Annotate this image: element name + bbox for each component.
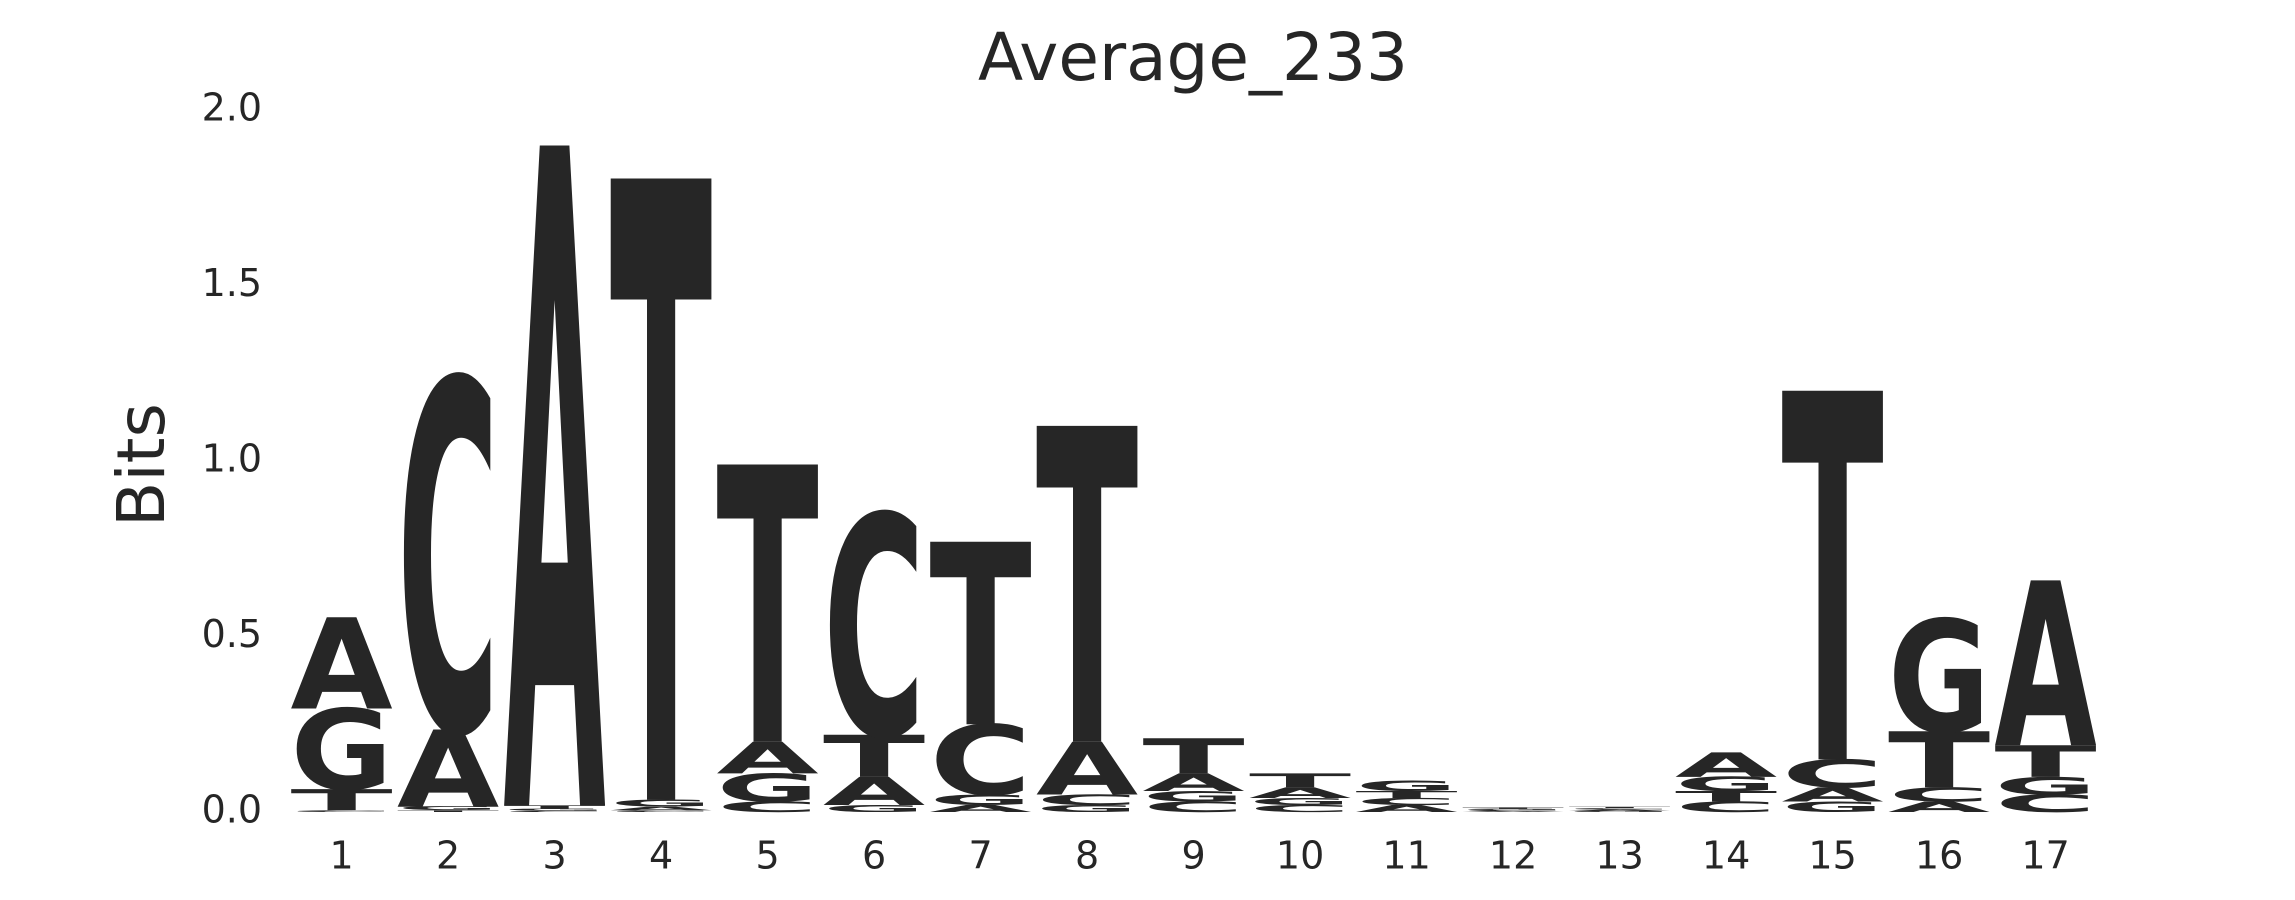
logo-letter: A [823,769,925,814]
logo-letter: C [929,706,1031,818]
y-tick-label: 0.5 [202,612,262,656]
logo-letter: C [823,453,925,806]
logo-letter: G [1888,589,1990,768]
logo-letter: C [1568,808,1670,810]
logo-letter: A [1675,746,1778,785]
logo-letter: A [503,0,606,900]
x-tick-label: 11 [1382,834,1430,878]
logo-letter: A [1036,728,1138,812]
x-tick-label: 4 [649,834,673,878]
logo-letter: A [1888,799,1991,816]
logo-letter: T [1142,729,1244,785]
logo-letter: G [1142,788,1244,805]
x-tick-label: 17 [2021,834,2069,878]
logo-letter: C [397,283,499,844]
x-tick-label: 2 [436,834,460,878]
logo-letter: C [716,799,818,816]
logo-letter: T [1994,737,2096,787]
logo-letter: G [1355,778,1457,795]
logo-letter: A [1249,785,1352,802]
logo-letter: G [929,792,1031,809]
logo-letter: C [1888,784,1990,806]
x-tick-label: 16 [1915,834,1963,878]
logo-letter: T [1781,290,1884,878]
logo-letter: A [1994,535,2096,799]
y-tick-label: 1.0 [202,437,262,481]
logo-letter: C [1142,799,1244,816]
logo-letter: T [290,784,393,817]
y-tick-label: 0.0 [202,788,262,832]
logo-letter: T [1888,716,1990,806]
x-tick-label: 6 [862,834,886,878]
logo-letter: A [1781,784,1883,806]
logo-letter: T [929,491,1031,783]
logo-letter: T [1568,806,1670,808]
logo-letter: A [1142,769,1244,797]
logo-letter: G [290,687,392,816]
logo-letter: T [1249,770,1351,792]
logo-letter: C [503,810,605,812]
logo-letter: T [1355,789,1457,800]
logo-letter: T [610,10,713,900]
logo-letter: A [1568,809,1670,811]
logo-letter: C [1675,799,1777,816]
x-tick-label: 9 [1182,834,1206,878]
logo-letter: A [716,734,818,784]
y-tick-label: 1.5 [202,261,262,305]
x-tick-label: 14 [1702,834,1750,878]
logo-letter: G [503,808,605,811]
x-tick-label: 12 [1489,834,1537,878]
x-tick-label: 7 [969,834,993,878]
logo-letter: T [503,804,605,810]
logo-letter: C [290,810,392,813]
logo-letter: G [1781,799,1883,816]
logo-letter: G [1994,772,2096,800]
logo-letter: G [1036,803,1138,814]
logo-letter: T [397,810,499,813]
logo-letter: G [610,798,712,809]
logo-letter: A [929,803,1031,814]
logo-letter: G [1249,796,1351,807]
x-tick-label: 1 [330,834,354,878]
logo-letter: C [1249,803,1351,814]
x-tick-label: 15 [1808,834,1856,878]
x-tick-label: 3 [543,834,567,878]
logo-letter: G [823,803,925,814]
logo-letter: G [397,806,499,812]
logo-letter: T [1462,807,1564,809]
y-axis-label: Bits [103,403,180,527]
logo-letter: T [1675,788,1778,805]
logo-letter: C [1036,792,1138,809]
logo-letter: T [823,723,925,790]
x-tick-label: 10 [1276,834,1324,878]
logo-letter: A [610,806,712,812]
logo-letter: C [1994,790,2096,818]
x-tick-label: 13 [1595,834,1643,878]
logo-letter: G [1675,773,1777,795]
x-tick-label: 8 [1075,834,1099,878]
logo-letter: T [716,390,819,832]
logo-letter: C [610,810,712,813]
logo-letter: C [1781,752,1883,797]
logo-letter: A [290,594,392,739]
logo-letter: T [1036,341,1139,845]
logo-letter: A [1355,803,1457,814]
logo-letter: G [1462,809,1564,811]
logo-letter: C [1462,810,1564,812]
chart-title: Average_233 [978,19,1408,96]
logo-letter: A [397,709,500,832]
x-tick-label: 5 [756,834,780,878]
logo-letter: A [1462,811,1564,813]
logo-letter: C [1355,796,1457,807]
logo-letter: G [716,766,818,811]
logo-letter: G [1568,811,1670,813]
y-tick-label: 2.0 [202,86,262,130]
